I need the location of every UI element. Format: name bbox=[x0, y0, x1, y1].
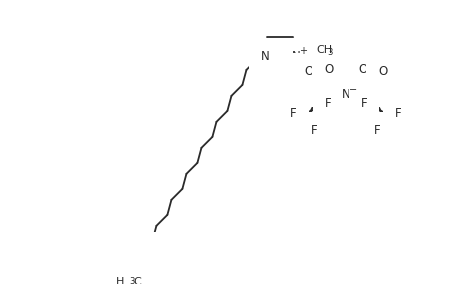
Text: F: F bbox=[395, 107, 401, 120]
Text: F: F bbox=[360, 97, 367, 110]
Text: O: O bbox=[359, 63, 367, 76]
Text: F: F bbox=[290, 107, 297, 120]
Text: S: S bbox=[319, 83, 326, 96]
Text: F: F bbox=[312, 124, 318, 137]
Text: N: N bbox=[260, 50, 269, 63]
Text: F: F bbox=[325, 97, 331, 110]
Text: CH: CH bbox=[316, 45, 332, 55]
Text: S: S bbox=[366, 83, 373, 96]
Text: 3: 3 bbox=[327, 48, 332, 57]
Text: N: N bbox=[292, 50, 300, 63]
Text: +: + bbox=[299, 46, 307, 56]
Text: O: O bbox=[324, 63, 333, 76]
Text: 3: 3 bbox=[129, 277, 134, 284]
Text: −: − bbox=[349, 85, 357, 95]
Text: H: H bbox=[116, 277, 124, 284]
Text: N: N bbox=[341, 88, 350, 101]
Text: C: C bbox=[134, 277, 141, 284]
Text: O: O bbox=[304, 65, 313, 78]
Text: O: O bbox=[378, 65, 387, 78]
Text: F: F bbox=[373, 124, 380, 137]
